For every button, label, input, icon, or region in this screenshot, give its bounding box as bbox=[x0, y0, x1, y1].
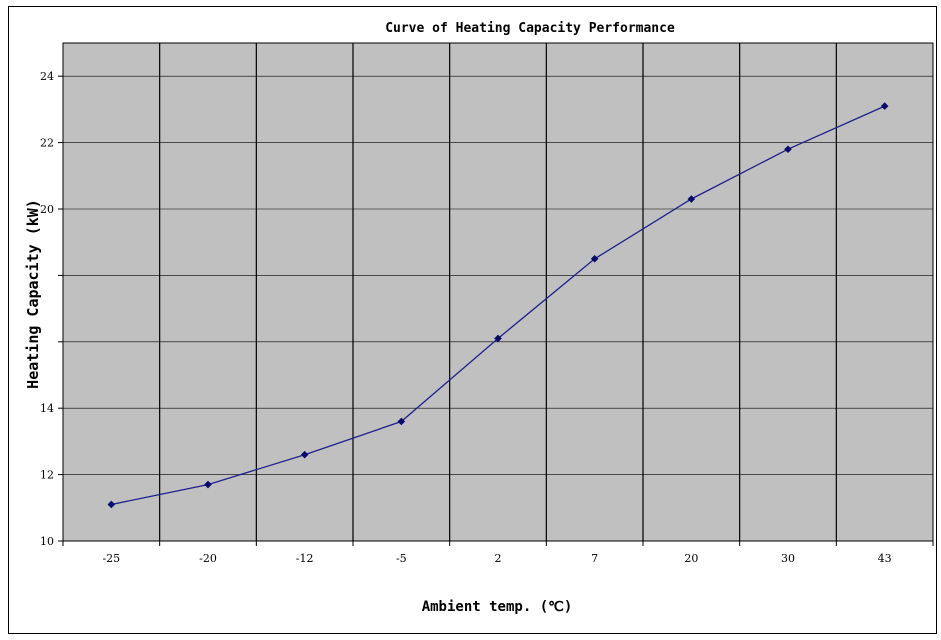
data-point-7 bbox=[590, 255, 599, 263]
y-tick-label: 22 bbox=[40, 137, 54, 150]
plot-area bbox=[62, 42, 934, 542]
x-tick-label: 2 bbox=[495, 552, 502, 565]
x-tick-label: 30 bbox=[781, 552, 795, 565]
data-point-43 bbox=[880, 102, 889, 110]
y-tick-label: 12 bbox=[40, 469, 54, 482]
x-tick-label: -5 bbox=[396, 552, 407, 565]
x-tick-label: -12 bbox=[296, 552, 314, 565]
x-tick-label: -25 bbox=[102, 552, 120, 565]
x-axis-ticks: -25 -20 -12 -5 2 7 20 30 43 bbox=[62, 541, 934, 565]
data-point--20 bbox=[204, 480, 212, 489]
data-point-20 bbox=[687, 195, 696, 203]
chart-title: Curve of Heating Capacity Performance bbox=[385, 21, 675, 36]
vertical-gridlines bbox=[159, 43, 837, 541]
y-axis-ticks: 10 12 14 20 22 24 bbox=[40, 70, 63, 548]
horizontal-gridlines bbox=[63, 75, 933, 475]
data-point--5 bbox=[397, 417, 406, 426]
y-tick-label: 24 bbox=[40, 70, 54, 83]
y-tick-label: 14 bbox=[40, 402, 54, 415]
data-point-30 bbox=[784, 145, 792, 154]
y-axis-label: Heating Capacity (kW) bbox=[24, 199, 42, 389]
x-tick-label: 43 bbox=[878, 552, 892, 565]
y-tick-label: 10 bbox=[40, 535, 54, 548]
data-point--25 bbox=[107, 500, 116, 509]
x-tick-label: -20 bbox=[199, 552, 217, 565]
x-tick-label: 7 bbox=[591, 552, 598, 565]
data-point-2 bbox=[494, 334, 502, 343]
x-axis-label: Ambient temp. (℃) bbox=[422, 599, 573, 615]
y-tick-label: 20 bbox=[40, 203, 54, 216]
data-point--12 bbox=[300, 450, 309, 459]
series-markers bbox=[107, 102, 889, 509]
x-tick-label: 20 bbox=[684, 552, 698, 565]
